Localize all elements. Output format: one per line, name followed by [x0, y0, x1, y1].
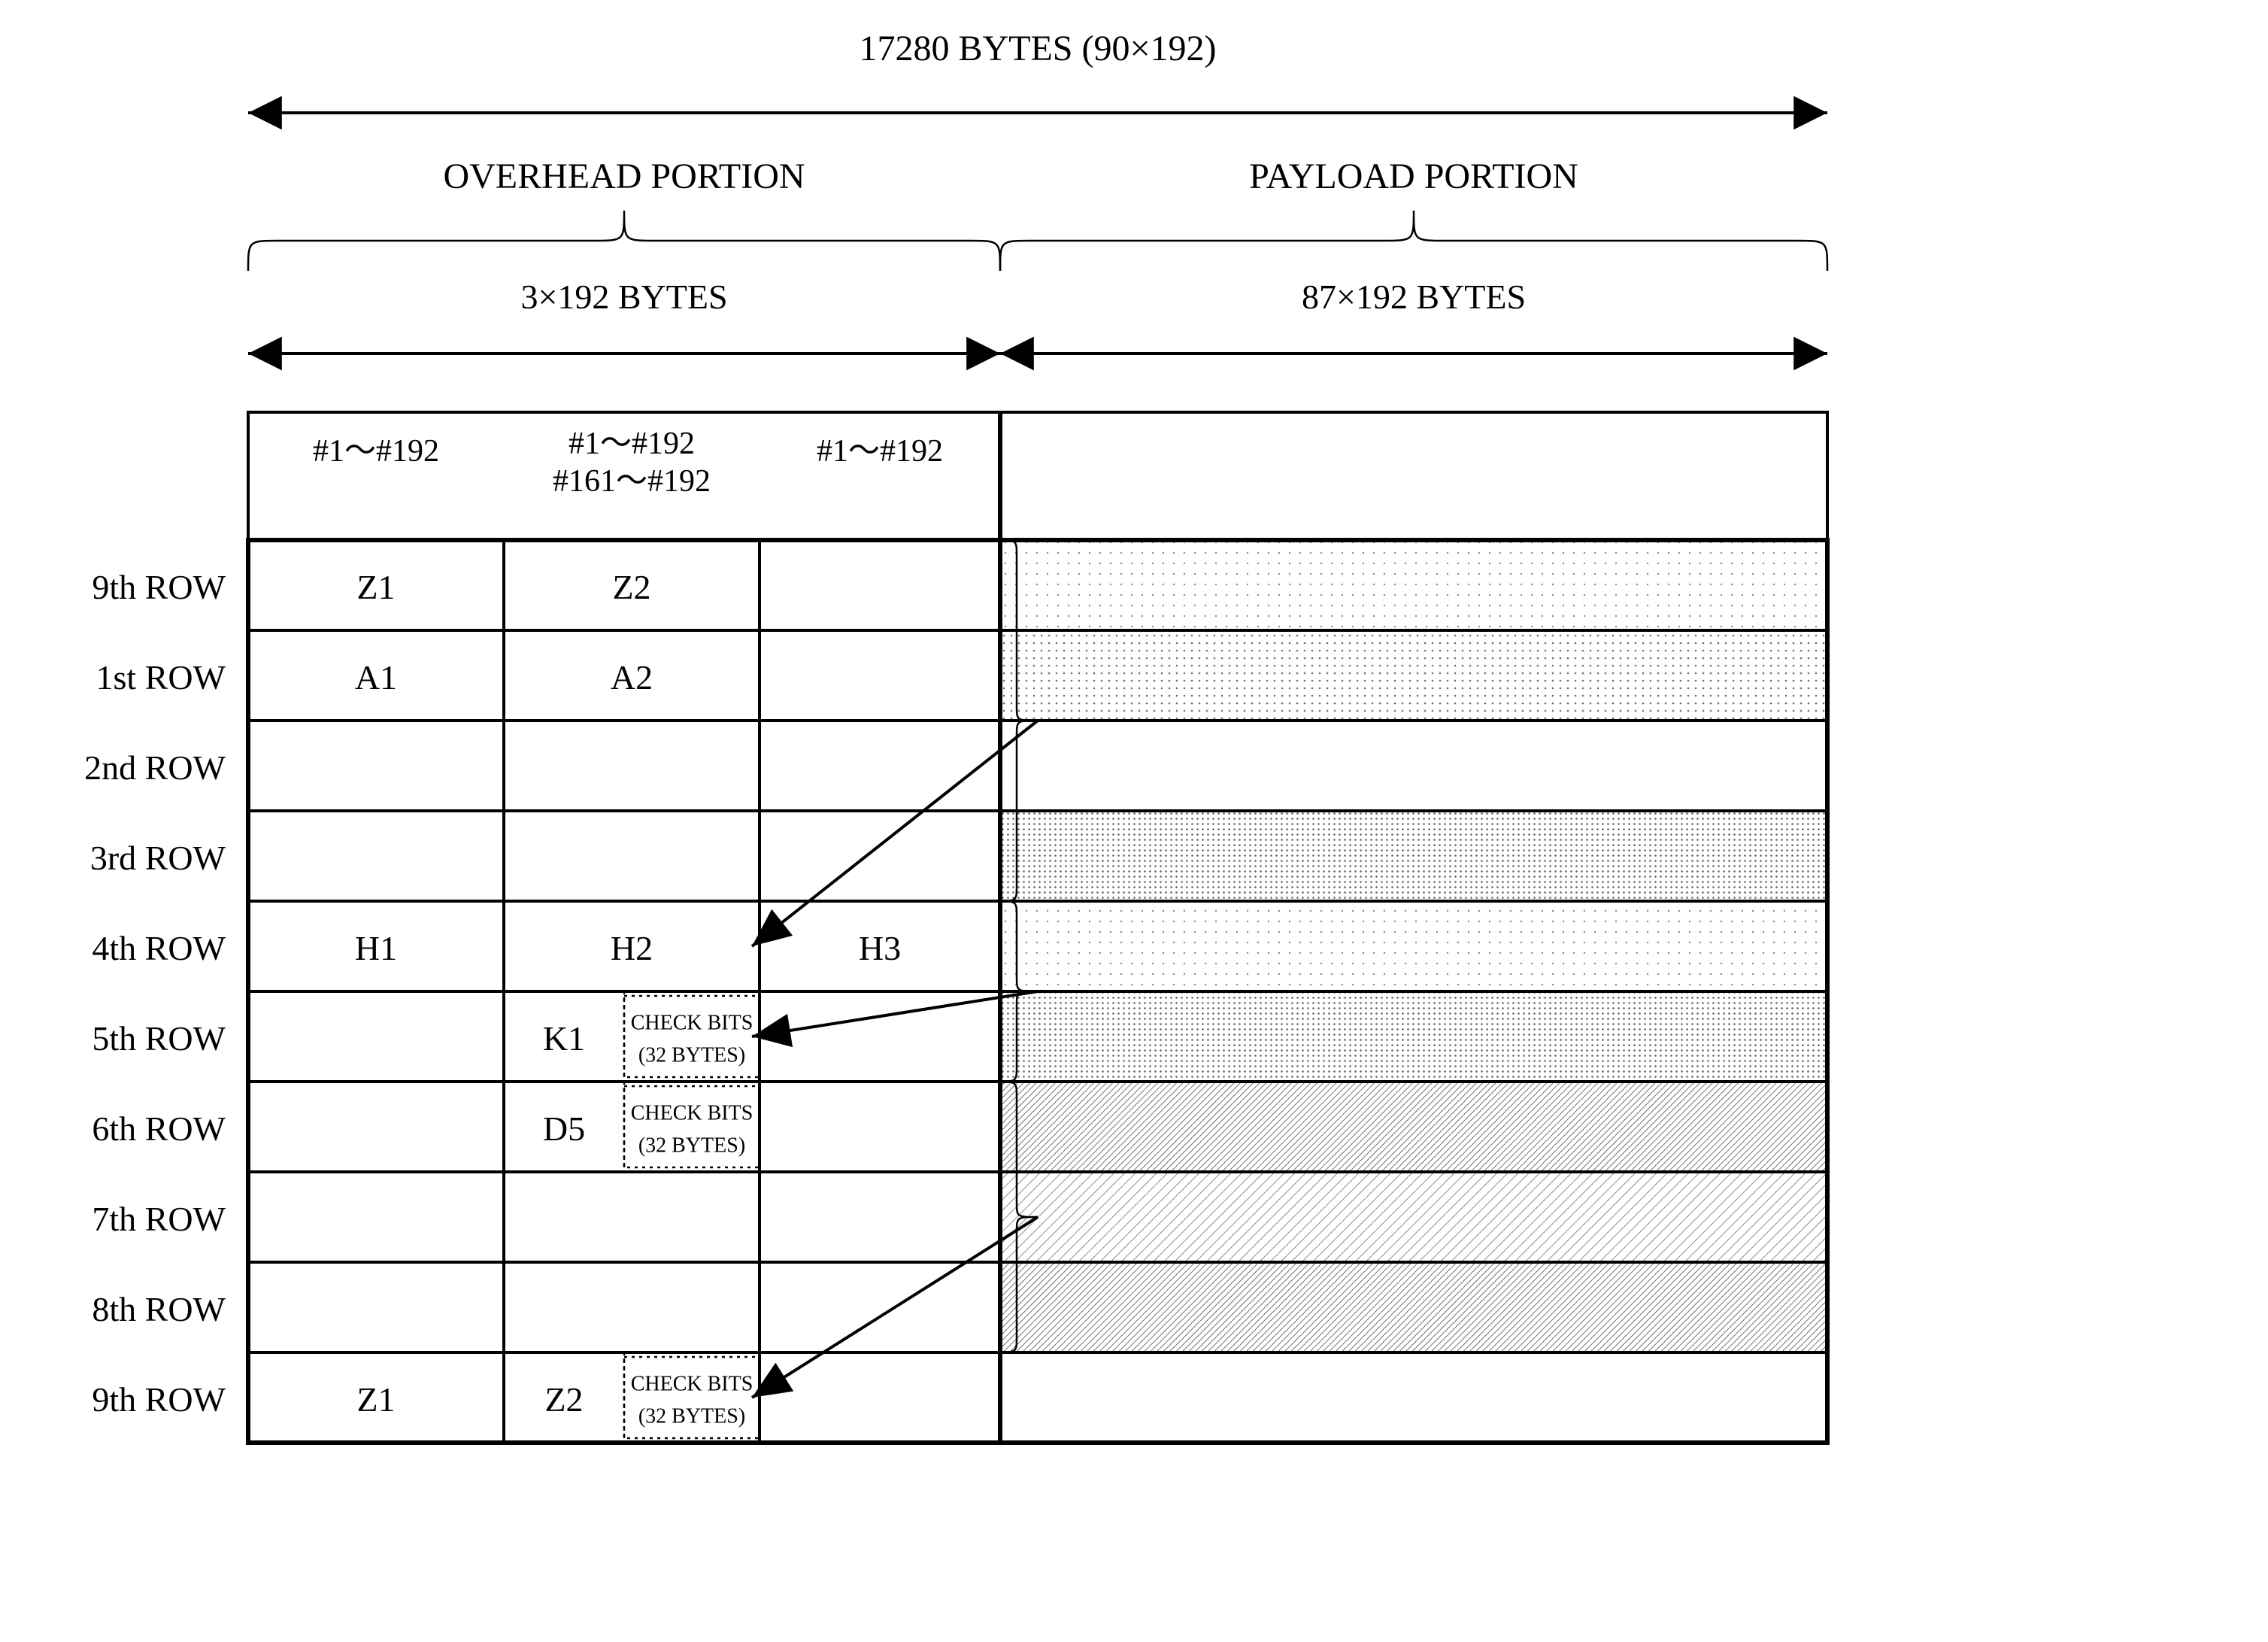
cell-c1: Z1 [356, 1380, 395, 1419]
label-payload-section: PAYLOAD PORTION [1249, 156, 1578, 196]
payload-fill-row [1000, 1172, 1827, 1262]
diagram-svg: 17280 BYTES (90×192) OVERHEAD PORTION PAYL… [0, 0, 2268, 1642]
cell-c2: A2 [611, 658, 653, 697]
row-label: 2nd ROW [84, 748, 226, 787]
cell-c2: H2 [611, 929, 653, 967]
colhdr-c1: #1～#192 [313, 434, 439, 469]
payload-fill-row [1000, 901, 1827, 991]
row-label: 9th ROW [92, 1380, 226, 1419]
row-label: 8th ROW [92, 1290, 226, 1328]
colheader-box-payload [1000, 412, 1827, 540]
brace-arrow [752, 991, 1038, 1036]
cell-c2: K1 [543, 1019, 585, 1058]
cell-c2: Z2 [544, 1380, 583, 1419]
label-overhead-section: OVERHEAD PORTION [443, 156, 805, 196]
row-label: 1st ROW [96, 658, 226, 697]
payload-fill-row [1000, 540, 1827, 630]
cell-c1: H1 [355, 929, 397, 967]
payload-fill-row [1000, 630, 1827, 721]
colhdr-c2b: #161～#192 [553, 464, 711, 499]
label-total-bytes: 17280 BYTES (90×192) [859, 29, 1216, 68]
colhdr-c3: #1～#192 [817, 434, 943, 469]
cell-c1: Z1 [356, 568, 395, 606]
checkbits-label-2: (32 BYTES) [638, 1134, 745, 1158]
payload-fill-row [1000, 811, 1827, 901]
checkbits-label-2: (32 BYTES) [638, 1044, 745, 1067]
payload-fill-row [1000, 1082, 1827, 1172]
cell-c2: D5 [543, 1109, 585, 1148]
checkbits-label-2: (32 BYTES) [638, 1405, 745, 1428]
cell-c3: H3 [859, 929, 901, 967]
brace-arrow [752, 721, 1038, 946]
payload-fill-row [1000, 1262, 1827, 1352]
label-payload-bytes: 87×192 BYTES [1302, 278, 1526, 316]
brace-arrow [752, 1217, 1038, 1398]
checkbits-label-1: CHECK BITS [631, 1011, 753, 1034]
row-label: 4th ROW [92, 929, 226, 967]
row-label: 7th ROW [92, 1200, 226, 1238]
brace-payload [1000, 211, 1827, 271]
row-label: 5th ROW [92, 1019, 226, 1058]
colhdr-c2a: #1～#192 [569, 426, 695, 461]
row-label: 3rd ROW [90, 839, 226, 877]
cell-c1: A1 [355, 658, 397, 697]
checkbits-label-1: CHECK BITS [631, 1101, 753, 1125]
payload-fill-row [1000, 991, 1827, 1082]
row-label: 6th ROW [92, 1109, 226, 1148]
diagram-root: 17280 BYTES (90×192) OVERHEAD PORTION PAYL… [0, 0, 2268, 1642]
row-label: 9th ROW [92, 568, 226, 606]
checkbits-label-1: CHECK BITS [631, 1372, 753, 1395]
brace-overhead [248, 211, 1000, 271]
cell-c2: Z2 [612, 568, 650, 606]
label-overhead-bytes: 3×192 BYTES [520, 278, 727, 316]
